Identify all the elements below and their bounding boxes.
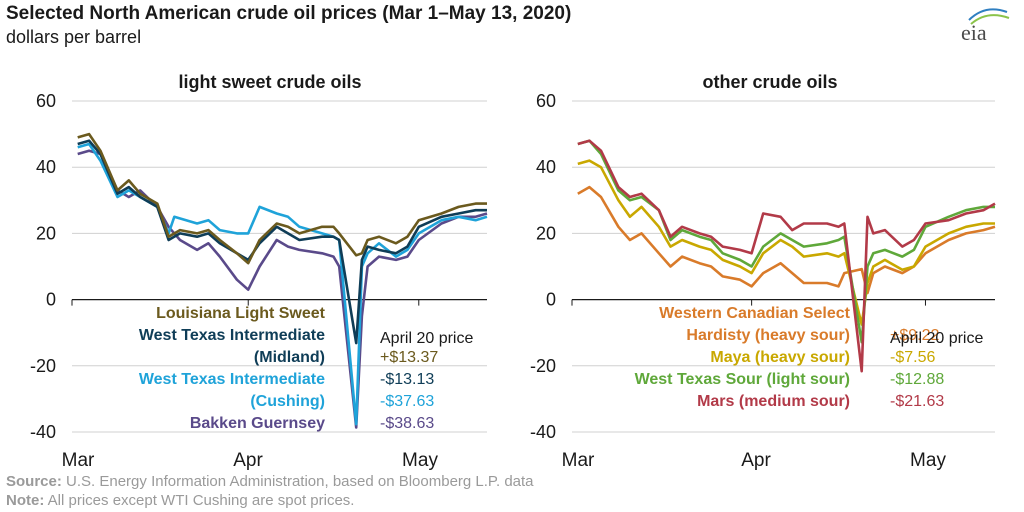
april20-price-value: +$9.22 bbox=[890, 327, 939, 344]
note-text: All prices except WTI Cushing are spot p… bbox=[47, 492, 355, 509]
legend-label: Mars (medium sour) bbox=[697, 393, 850, 410]
eia-logo: eia bbox=[961, 8, 1010, 45]
y-tick-label: -20 bbox=[30, 356, 56, 376]
svg-text:eia: eia bbox=[961, 20, 987, 45]
y-tick-label: 60 bbox=[36, 91, 56, 111]
april20-price-value: -$7.56 bbox=[890, 349, 935, 366]
legend-label: West Texas Intermediate bbox=[139, 371, 325, 388]
series-line bbox=[577, 139, 996, 373]
y-tick-label: 20 bbox=[36, 223, 56, 243]
y-tick-label: -40 bbox=[530, 422, 556, 442]
y-tick-label: 40 bbox=[36, 157, 56, 177]
chart-subtitle: dollars per barrel bbox=[6, 27, 142, 47]
price-column-header: April 20 price bbox=[890, 330, 983, 347]
source-label: Source: bbox=[6, 473, 62, 490]
x-tick-label: May bbox=[402, 450, 438, 471]
source-text: U.S. Energy Information Administration, … bbox=[66, 473, 534, 490]
y-tick-label: -20 bbox=[530, 356, 556, 376]
y-tick-label: 0 bbox=[546, 290, 556, 310]
legend-label: West Texas Intermediate bbox=[139, 327, 325, 344]
april20-price-value: -$38.63 bbox=[380, 415, 434, 432]
legend-label: Maya (heavy sour) bbox=[710, 349, 850, 366]
x-tick-label: Apr bbox=[233, 450, 263, 471]
y-tick-label: 20 bbox=[536, 223, 556, 243]
chart-panel-1: light sweet crude oils 60 40 20 0 -20 -40 Mar Ap… bbox=[30, 72, 488, 471]
april20-price-value: -$21.63 bbox=[890, 393, 944, 410]
x-tick-label: May bbox=[910, 450, 946, 471]
legend-label: (Cushing) bbox=[250, 393, 325, 410]
legend-label: Western Canadian Select bbox=[659, 305, 851, 322]
series-line bbox=[77, 139, 487, 345]
series-line bbox=[577, 185, 996, 295]
y-tick-label: 0 bbox=[46, 290, 56, 310]
legend-label: Bakken Guernsey bbox=[190, 415, 325, 432]
note-line: Note: All prices except WTI Cushing are … bbox=[6, 492, 354, 509]
source-line: Source: U.S. Energy Information Administ… bbox=[6, 473, 534, 490]
series-line bbox=[77, 132, 487, 265]
x-tick-label: Mar bbox=[562, 450, 595, 471]
y-tick-label: 60 bbox=[536, 91, 556, 111]
panel-title: other crude oils bbox=[702, 72, 837, 92]
note-label: Note: bbox=[6, 492, 45, 509]
x-tick-label: Apr bbox=[741, 450, 771, 471]
panel-title: light sweet crude oils bbox=[178, 72, 361, 92]
legend-label: Louisiana Light Sweet bbox=[156, 305, 326, 322]
series-line bbox=[577, 159, 995, 326]
price-column-header: April 20 price bbox=[380, 330, 473, 347]
series-line bbox=[577, 139, 995, 344]
april20-price-value: -$13.13 bbox=[380, 371, 434, 388]
april20-price-value: -$37.63 bbox=[380, 393, 434, 410]
x-tick-label: Mar bbox=[62, 450, 95, 471]
y-tick-label: 40 bbox=[536, 157, 556, 177]
april20-price-value: -$12.88 bbox=[890, 371, 944, 388]
y-tick-label: -40 bbox=[30, 422, 56, 442]
legend-label: (Midland) bbox=[254, 349, 325, 366]
series-line bbox=[77, 149, 488, 429]
chart-title: Selected North American crude oil prices… bbox=[6, 3, 572, 24]
april20-price-value: +$13.37 bbox=[380, 349, 438, 366]
legend-label: Hardisty (heavy sour) bbox=[686, 327, 850, 344]
chart-panel-2: other crude oils 60 40 20 0 -20 -40 Mar Apr May We… bbox=[530, 72, 996, 471]
legend-label: West Texas Sour (light sour) bbox=[635, 371, 850, 388]
